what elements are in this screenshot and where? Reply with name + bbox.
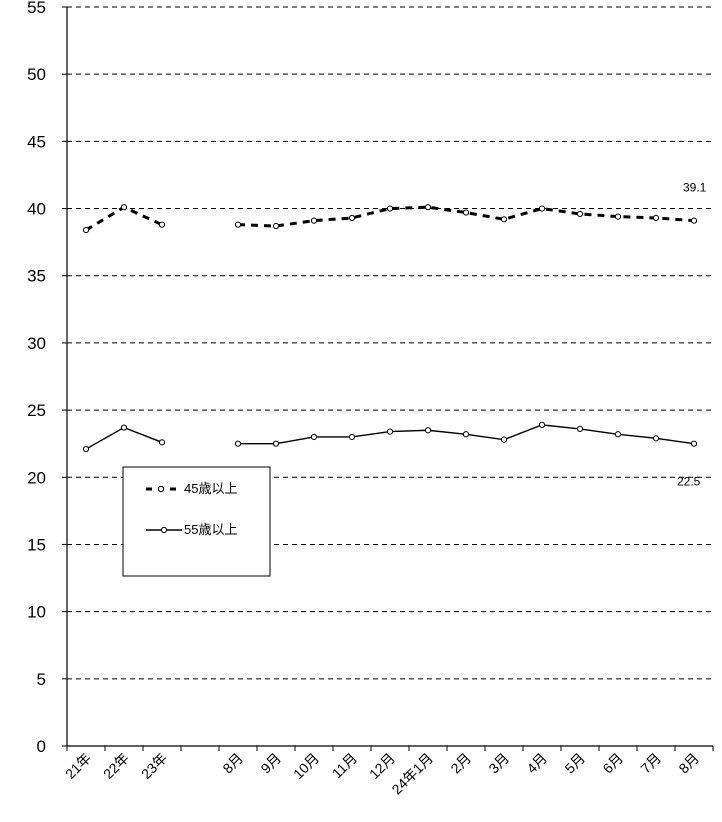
x-tick-label: 2月 — [447, 750, 474, 777]
legend-label-45: 45歳以上 — [184, 481, 237, 496]
data-point-45 — [386, 205, 394, 212]
data-point-55 — [576, 425, 584, 433]
data-point-45 — [690, 217, 698, 224]
x-tick-label: 23年 — [138, 750, 170, 782]
data-point-55 — [272, 440, 280, 447]
x-tick-label: 10月 — [290, 750, 322, 782]
data-label-55-last: 22.5 — [677, 475, 701, 489]
y-tick-label: 45 — [27, 132, 46, 151]
axes — [62, 6, 714, 751]
x-tick-label: 24年1月 — [388, 750, 436, 798]
data-point-55 — [82, 445, 90, 453]
legend-marker-45 — [157, 485, 165, 493]
x-tick-label: 4月 — [523, 750, 550, 777]
legend-marker-55 — [160, 526, 168, 534]
data-point-55 — [538, 421, 546, 428]
data-point-45 — [500, 216, 508, 223]
x-tick-label: 6月 — [599, 750, 626, 777]
x-tick-label: 21年 — [62, 750, 94, 782]
x-tick-label: 12月 — [366, 750, 398, 782]
y-tick-label: 50 — [27, 65, 46, 84]
data-point-45 — [272, 222, 280, 230]
y-tick-labels: 0 5 10 15 20 25 30 35 40 45 50 55 — [27, 0, 46, 756]
y-tick-label: 15 — [27, 535, 46, 554]
data-point-55 — [652, 435, 660, 442]
legend-box — [122, 466, 271, 577]
y-tick-label: 40 — [27, 200, 46, 219]
y-tick-label: 5 — [37, 670, 46, 689]
x-tick-label: 7月 — [637, 750, 664, 777]
data-point-55 — [158, 439, 166, 446]
x-tick-label: 22年 — [100, 750, 132, 782]
legend: 45歳以上 55歳以上 — [122, 466, 271, 577]
data-point-45 — [310, 217, 318, 224]
y-tick-label: 55 — [27, 0, 46, 17]
series-line-45 — [85, 205, 163, 232]
data-point-45 — [538, 205, 546, 212]
data-point-45 — [158, 221, 166, 228]
x-tick-label: 5月 — [561, 750, 588, 777]
data-point-45 — [348, 214, 356, 222]
data-point-55 — [348, 433, 356, 441]
data-point-45 — [120, 204, 128, 211]
data-point-55 — [120, 424, 128, 431]
series-line-55 — [85, 426, 163, 450]
x-tick-label: 8月 — [675, 750, 702, 777]
data-point-55 — [614, 431, 622, 438]
data-point-55 — [462, 431, 470, 438]
x-tick-label: 8月 — [219, 750, 246, 777]
data-label-45-last: 39.1 — [683, 181, 707, 195]
data-point-45 — [424, 204, 432, 211]
data-point-45 — [614, 213, 622, 220]
legend-label-55: 55歳以上 — [184, 522, 237, 537]
y-tick-label: 35 — [27, 267, 46, 286]
data-point-55 — [690, 440, 698, 447]
data-point-45 — [462, 209, 470, 216]
gridlines — [67, 6, 713, 680]
y-tick-label: 20 — [27, 468, 46, 487]
y-tick-label: 10 — [27, 603, 46, 622]
y-tick-label: 25 — [27, 401, 46, 420]
data-point-55 — [386, 428, 394, 435]
data-point-45 — [234, 221, 242, 228]
data-point-45 — [82, 226, 90, 234]
x-tick-label: 9月 — [257, 750, 284, 777]
data-point-55 — [500, 436, 508, 443]
y-tick-label: 0 — [37, 737, 46, 756]
x-tick-label: 3月 — [485, 750, 512, 777]
data-point-45 — [576, 210, 584, 218]
data-point-55 — [310, 433, 318, 441]
data-point-45 — [652, 214, 660, 222]
data-point-55 — [234, 440, 242, 447]
series-group — [82, 204, 698, 453]
y-tick-label: 30 — [27, 334, 46, 353]
x-tick-label: 11月 — [329, 750, 360, 781]
legend-symbol-45 — [146, 485, 176, 493]
data-point-55 — [424, 427, 432, 434]
legend-symbol-55 — [146, 526, 182, 534]
